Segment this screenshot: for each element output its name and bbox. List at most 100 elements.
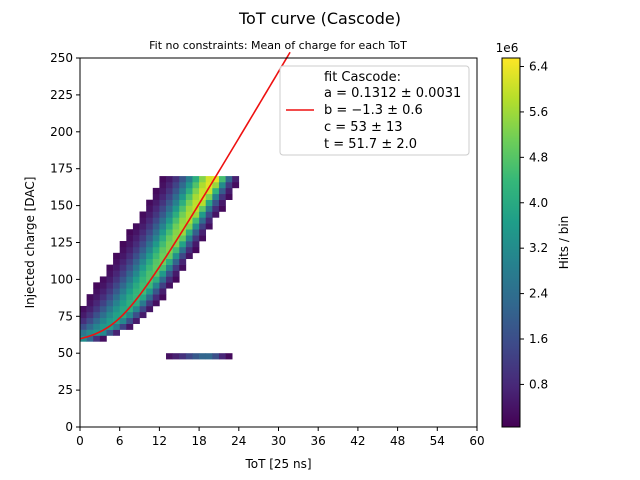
- legend-param-b: b = −1.3 ± 0.6: [324, 103, 423, 118]
- histogram-cell: [225, 176, 233, 183]
- histogram-cell: [152, 246, 160, 254]
- histogram-cell: [192, 181, 200, 189]
- histogram-cell: [119, 294, 127, 301]
- histogram-cell: [172, 252, 180, 260]
- histogram-cell: [119, 305, 127, 313]
- histogram-cell: [166, 181, 173, 189]
- histogram-cell: [172, 235, 180, 242]
- histogram-cell: [205, 217, 213, 224]
- histogram-cell: [212, 205, 220, 212]
- histogram-cell: [126, 229, 134, 236]
- histogram-cell: [172, 270, 180, 277]
- histogram-cell: [80, 329, 87, 336]
- x-tick-label: 6: [116, 434, 124, 448]
- histogram-cell: [132, 258, 140, 265]
- histogram-cell: [185, 199, 193, 206]
- fit-curve: [79, 51, 291, 340]
- x-tick-label: 60: [469, 434, 484, 448]
- histogram-cell: [199, 176, 207, 183]
- histogram-cell: [93, 300, 101, 307]
- histogram-cell: [192, 235, 200, 242]
- histogram-cell: [139, 270, 147, 277]
- histogram-cell: [159, 176, 167, 183]
- histogram-cell: [232, 176, 240, 183]
- x-tick-label: 48: [390, 434, 405, 448]
- histogram-cell: [126, 270, 134, 277]
- histogram-cell: [192, 199, 200, 206]
- histogram-cell: [126, 282, 134, 289]
- histogram-cell: [86, 317, 94, 324]
- y-tick-label: 200: [50, 125, 73, 139]
- histogram-cell: [199, 211, 207, 218]
- histogram-cell: [126, 252, 134, 260]
- histogram-cell: [179, 246, 187, 254]
- histogram-cell: [166, 282, 173, 289]
- histogram-cell: [225, 353, 233, 360]
- colorbar-tick-label: 4.0: [529, 196, 548, 210]
- histogram-cell: [106, 288, 114, 295]
- histogram-cell: [80, 305, 87, 313]
- histogram-cell: [179, 235, 187, 242]
- histogram-cell: [199, 217, 207, 224]
- histogram-cell: [126, 311, 134, 319]
- y-tick-label: 100: [50, 272, 73, 286]
- histogram-cell: [139, 223, 147, 230]
- histogram-cell: [139, 258, 147, 265]
- histogram-cell: [119, 282, 127, 289]
- histogram-cell: [212, 181, 220, 189]
- histogram-cell: [146, 264, 154, 271]
- histogram-cell: [93, 311, 101, 319]
- histogram-cell: [185, 229, 193, 236]
- histogram-cell: [126, 258, 134, 265]
- histogram-cell: [146, 282, 154, 289]
- histogram-cell: [172, 217, 180, 224]
- histogram-cell: [199, 199, 207, 206]
- histogram-cell: [93, 317, 101, 324]
- histogram-cell: [179, 193, 187, 200]
- histogram-cell: [80, 311, 87, 319]
- histogram-cell: [159, 270, 167, 277]
- histogram-cell: [205, 205, 213, 212]
- histogram-cell: [172, 223, 180, 230]
- histogram-cell: [212, 187, 220, 195]
- histogram-cell: [126, 241, 134, 248]
- histogram-cell: [159, 276, 167, 283]
- y-axis-label: Injected charge [DAC]: [23, 177, 37, 309]
- histogram-cell: [205, 181, 213, 189]
- histogram-cell: [152, 199, 160, 206]
- histogram-cell: [99, 300, 107, 307]
- histogram-cell: [119, 241, 127, 248]
- x-tick-label: 0: [76, 434, 84, 448]
- histogram-cell: [205, 176, 213, 183]
- histogram-cell: [185, 205, 193, 212]
- histogram-cell: [99, 317, 107, 324]
- histogram-cell: [146, 246, 154, 254]
- histogram-cell: [159, 211, 167, 218]
- histogram-cell: [152, 193, 160, 200]
- histogram-cell: [93, 288, 101, 295]
- histogram-cell: [185, 246, 193, 254]
- histogram-cell: [212, 193, 220, 200]
- histogram-cell: [139, 229, 147, 236]
- histogram-cell: [113, 252, 120, 260]
- histogram-cell: [185, 252, 193, 260]
- histogram-cell: [106, 294, 114, 301]
- y-tick-label: 125: [50, 236, 73, 250]
- histogram-cell: [139, 264, 147, 271]
- histogram-cell: [166, 252, 173, 260]
- histogram-cell: [106, 305, 114, 313]
- histogram-cell: [192, 176, 200, 183]
- histogram-cell: [93, 335, 101, 342]
- histogram-cell: [218, 205, 226, 212]
- histogram-cell: [192, 353, 200, 360]
- histogram-cell: [159, 229, 167, 236]
- histogram-cell: [132, 311, 140, 319]
- histogram-cell: [139, 311, 147, 319]
- histogram-cell: [132, 282, 140, 289]
- histogram-cell: [99, 329, 107, 336]
- histogram-cell: [113, 311, 120, 319]
- histogram-cell: [172, 264, 180, 271]
- histogram-cell: [159, 252, 167, 260]
- histogram-cell: [152, 241, 160, 248]
- histogram-cell: [179, 181, 187, 189]
